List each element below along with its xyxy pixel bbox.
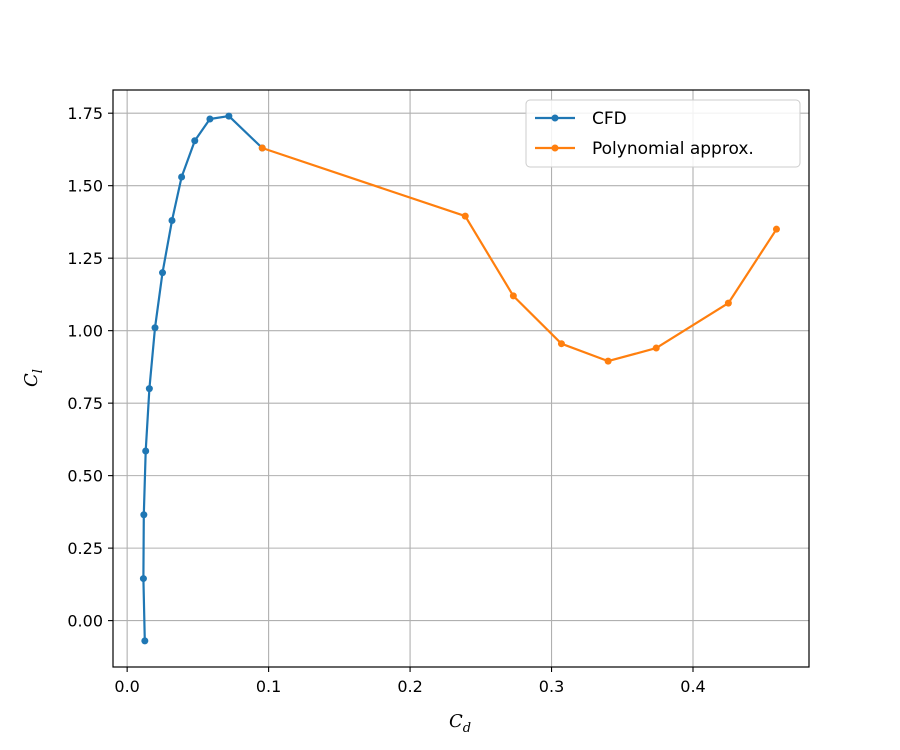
x-axis-label: Cd [449,711,471,736]
data-point-cfd [206,115,214,123]
y-axis-label: Cl [21,369,46,387]
data-point-cfd [225,112,233,120]
data-point-cfd [159,269,167,277]
legend-label-polynomial: Polynomial approx. [592,139,754,159]
data-point-cfd [178,173,186,181]
legend-box [525,99,801,168]
data-point-polynomial-approx [772,225,780,233]
y-tick-label: 1.00 [67,322,103,341]
data-point-cfd [141,637,149,645]
y-tick-label: 1.50 [67,177,103,196]
y-tick-label: 0.50 [67,467,103,486]
y-tick-label: 0.25 [67,539,103,558]
data-point-polynomial-approx [652,344,660,352]
y-tick-label: 0.75 [67,394,103,413]
data-point-polynomial-approx [461,212,469,220]
legend-label-cfd: CFD [592,109,627,129]
x-tick-label: 0.2 [397,677,422,696]
grid [113,90,809,667]
data-point-polynomial-approx [724,299,732,307]
series-line-polynomial-approx [261,146,778,363]
legend: CFD Polynomial approx. [525,99,801,168]
plot-series [139,112,780,645]
y-tick-label: 0.00 [67,612,103,631]
data-point-cfd [168,216,176,224]
data-point-polynomial-approx [557,340,565,348]
data-point-cfd [151,324,159,332]
legend-marker-cfd [551,114,559,122]
axis-ticks: 0.0 0.1 0.2 0.3 0.4 0.00 0.25 0.50 0.75 1.00 1.25 1… [67,104,705,696]
data-point-polynomial-approx [509,292,517,300]
plot-frame [112,89,810,668]
data-point-polynomial-approx [258,144,266,152]
x-tick-label: 0.1 [256,677,281,696]
x-tick-label: 0.4 [680,677,705,696]
y-tick-label: 1.75 [67,104,103,123]
data-point-cfd [139,575,147,583]
data-point-polynomial-approx [604,357,612,365]
x-tick-label: 0.3 [539,677,564,696]
data-point-cfd [145,385,153,393]
data-point-cfd [140,511,148,519]
data-point-cfd [142,447,150,455]
x-tick-label: 0.0 [114,677,139,696]
legend-marker-polynomial [551,144,559,152]
y-tick-label: 1.25 [67,249,103,268]
data-point-cfd [191,137,199,145]
